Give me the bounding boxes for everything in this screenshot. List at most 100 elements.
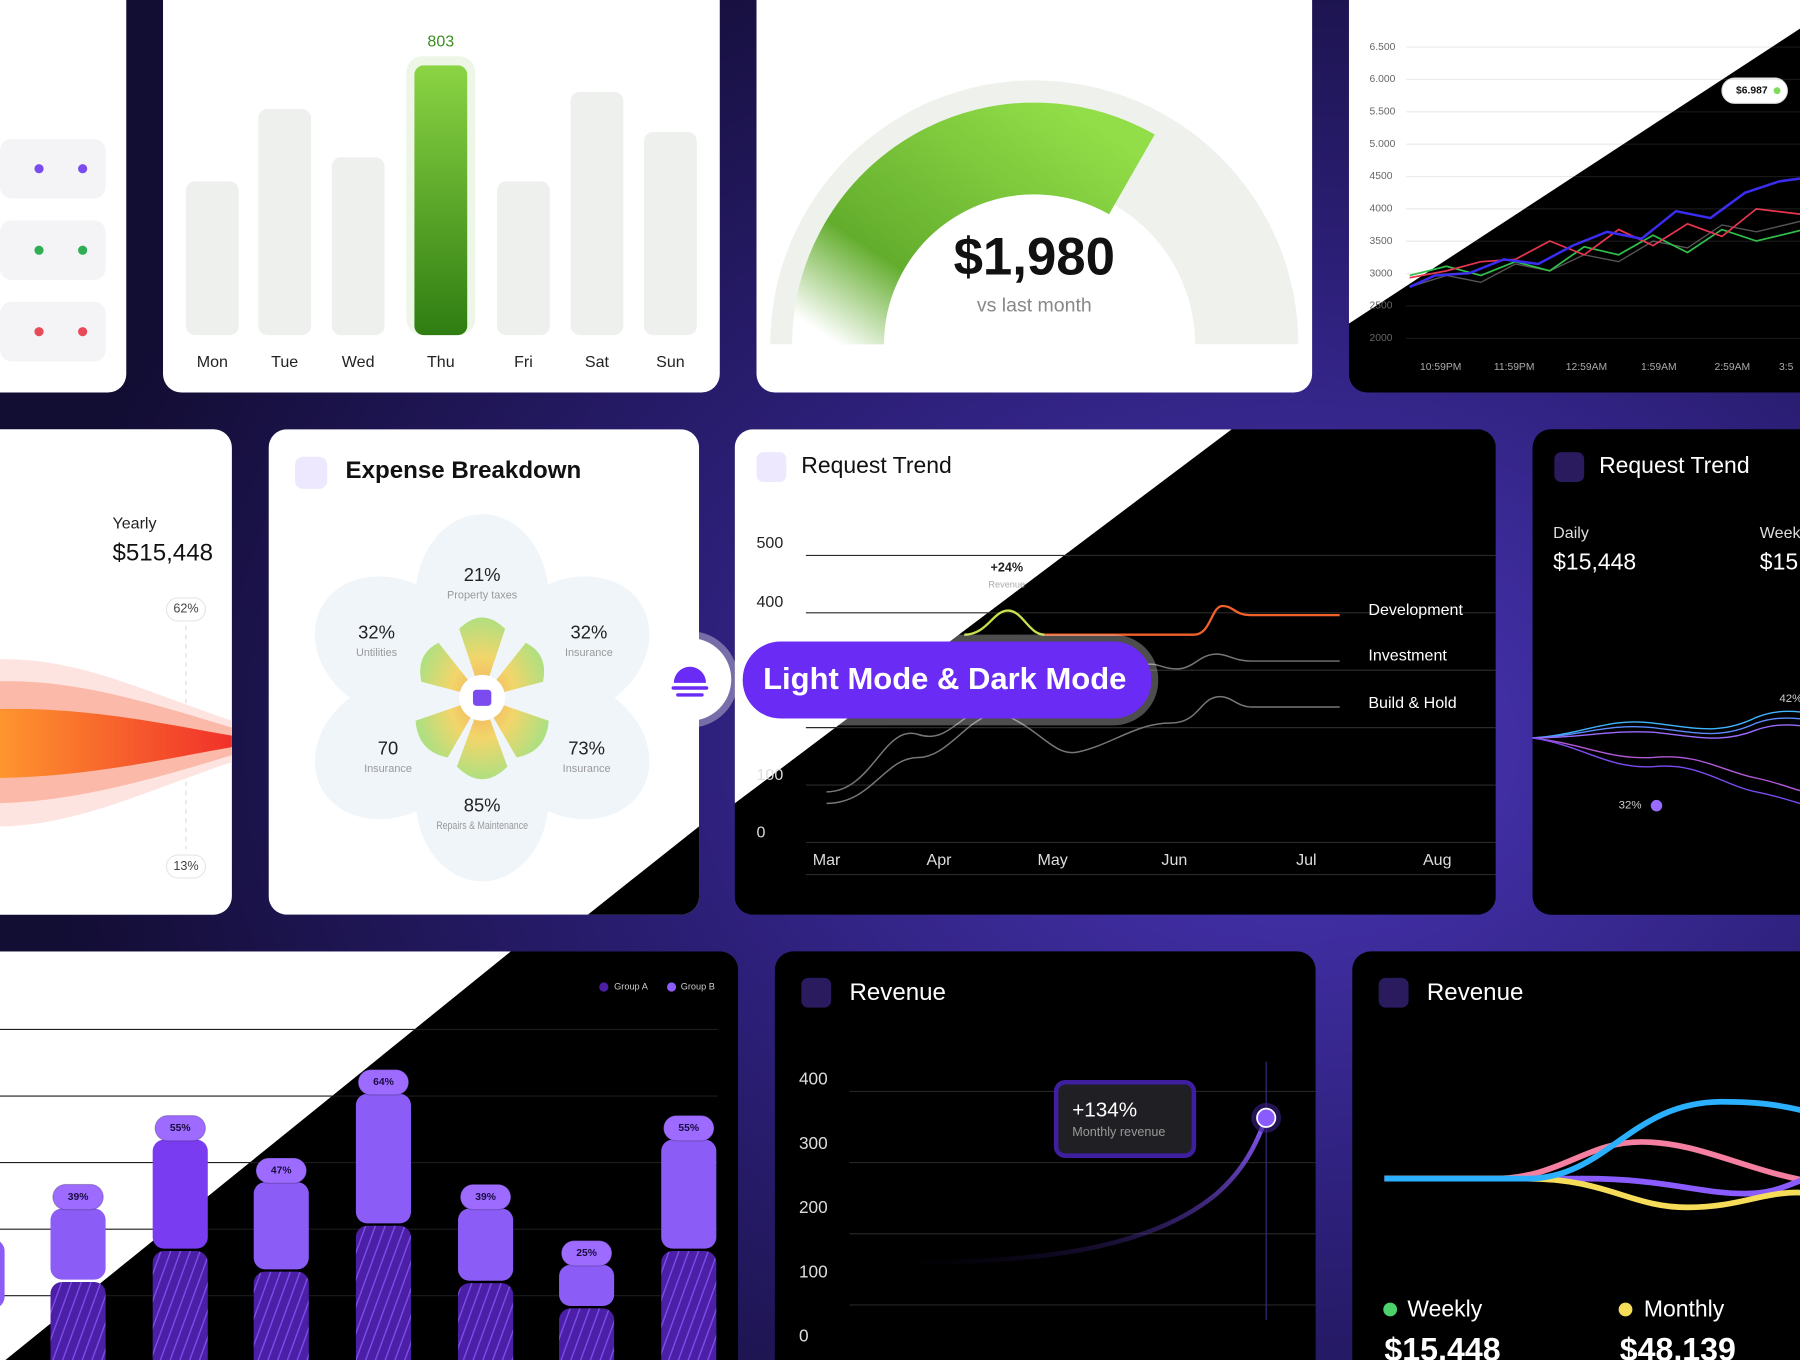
revenue-legend-card-shape	[1383, 1302, 1398, 1317]
card-dots-shape	[78, 245, 88, 255]
request-trend-dark-card-shape-shape	[1532, 710, 1800, 739]
y-tick-label: 6.000	[1370, 74, 1396, 85]
day-label: Wed	[342, 353, 375, 371]
stat-value: $48,139	[1620, 1331, 1736, 1360]
expense-breakdown-card-shape	[587, 826, 700, 915]
y-tick-label: 4500	[1370, 171, 1393, 182]
bar-value: 803	[427, 33, 454, 51]
yearly-card-shape	[165, 597, 207, 622]
caption: vs last month	[977, 295, 1092, 317]
title: Expense Breakdown	[346, 457, 582, 484]
bar	[644, 131, 697, 336]
bar-label: 47%	[271, 1165, 292, 1176]
day-label: Sun	[656, 353, 685, 371]
bar-upper	[253, 1182, 309, 1270]
legend-label: Group B	[681, 981, 715, 991]
day-label: Tue	[271, 353, 298, 371]
live-chart-card-shape	[1409, 175, 1800, 289]
day-label: Thu	[427, 353, 455, 371]
bar	[331, 157, 385, 336]
segment-label: Untilities	[356, 647, 398, 659]
bar-label: 39%	[475, 1192, 496, 1203]
bar-label: 55%	[678, 1123, 699, 1134]
title: Request Trend	[801, 452, 951, 478]
bar-label: 64%	[373, 1077, 394, 1088]
day-label: Sat	[585, 353, 610, 371]
group-bars-card-shape	[599, 982, 609, 992]
wave-label: 32%	[1619, 800, 1642, 812]
title: Request Trend	[1599, 452, 1749, 478]
y-tick-label: 400	[757, 593, 784, 611]
bar-lower	[661, 1250, 717, 1360]
y-tick-label: 500	[757, 534, 784, 552]
title: Revenue	[849, 979, 945, 1006]
segment-label: Repairs & Maintenance	[436, 820, 528, 832]
y-tick-label: 100	[799, 1261, 828, 1281]
y-tick-label: 0	[757, 823, 766, 841]
live-chart-card-shape	[1773, 87, 1781, 95]
pct-bottom: 13%	[173, 859, 198, 873]
month-label: Mar	[813, 851, 841, 869]
request-trend-dark-card-shape-shape	[1532, 737, 1800, 792]
x-tick-label: 11:59PM	[1494, 362, 1535, 373]
expense-breakdown-card-shape	[472, 689, 492, 706]
segment-value: 21%	[464, 564, 501, 585]
pill	[357, 1069, 410, 1096]
segment-label: Insurance	[563, 763, 611, 775]
expenses-card-shape	[792, 102, 1155, 346]
request-trend-card-shape	[826, 695, 1340, 805]
mode-badge-shape	[676, 693, 704, 697]
bar-upper	[50, 1208, 106, 1280]
request-trend-dark-card-shape	[1532, 429, 1800, 915]
y-tick-label: 3500	[1370, 236, 1393, 247]
request-trend-card-shape	[964, 609, 1045, 636]
bar	[258, 109, 312, 336]
series-label: Build & Hold	[1368, 694, 1456, 712]
y-tick-label: 300	[799, 1133, 828, 1153]
bar-upper	[458, 1208, 514, 1281]
card-dots-shape	[34, 327, 44, 337]
request-trend-dark-card-shape-shape	[1532, 724, 1800, 739]
stat-label: Week	[1760, 524, 1800, 542]
x-tick-label: 2:59AM	[1714, 362, 1750, 373]
segment-value: 32%	[358, 621, 395, 642]
request-trend-card-shape	[756, 452, 787, 483]
expenses-card-shape	[756, 0, 1313, 393]
bar-lower	[355, 1225, 411, 1360]
x-tick-label: 1:59AM	[1641, 362, 1677, 373]
stat-value: $15,	[1760, 549, 1800, 575]
group-bars-card-shape	[666, 982, 677, 992]
day-label: Fri	[514, 353, 533, 371]
month-label: Apr	[927, 851, 953, 869]
revenue-card: Revenue 400 300 200 100 0 +134% Monthly revenue	[774, 951, 1316, 1360]
y-tick-label: 2000	[1370, 333, 1393, 344]
request-trend-dark-card-shape	[1650, 799, 1663, 812]
sales-card: Mon Tue Wed Thu Fri Sat Sun 803	[163, 0, 720, 393]
bar	[0, 1239, 5, 1309]
bar-lower	[458, 1283, 514, 1360]
card-dots-shape	[78, 164, 88, 174]
amount: $515,448	[113, 540, 214, 567]
bar	[414, 65, 468, 336]
live-chart-card-shape	[1409, 217, 1800, 288]
stat-label: Daily	[1553, 524, 1589, 542]
card-dots	[0, 0, 127, 393]
group-bars-card-shape	[0, 951, 511, 1360]
bar-upper	[152, 1139, 208, 1249]
request-trend-dark-card: Request Trend Daily $15,448 Week $15, 42% 32%	[1532, 429, 1800, 915]
y-tick-label: 400	[799, 1069, 828, 1089]
revenue-legend-card-shape-shape	[1384, 1175, 1800, 1197]
revenue-legend-card-shape-shape	[1384, 1175, 1800, 1211]
segment-value: 32%	[571, 621, 608, 642]
wave-label: 42%	[1779, 693, 1800, 705]
mode-badge-shape	[671, 686, 709, 690]
expenses-card: $1,980 vs last month	[756, 0, 1313, 393]
request-trend-dark-card-shape-shape	[1532, 717, 1800, 739]
x-tick-label: 3:5	[1779, 362, 1794, 373]
card-dots-shape	[0, 138, 106, 199]
legend-label: Group A	[614, 981, 649, 991]
revenue-legend-card-shape-shape	[1384, 1098, 1800, 1182]
annotation: +24%	[990, 560, 1023, 574]
